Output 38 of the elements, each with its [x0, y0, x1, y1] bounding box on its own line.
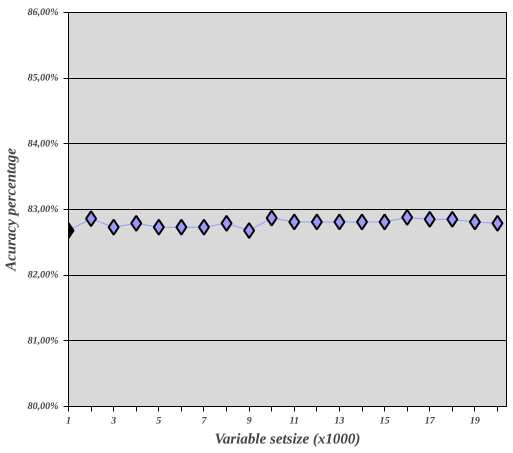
x-tick-label: 11: [290, 416, 299, 426]
point: [288, 213, 300, 230]
point: [266, 210, 278, 227]
point: [491, 214, 504, 232]
x-tick-label: 19: [470, 416, 480, 426]
point: [424, 210, 436, 228]
x-tick-label: 7: [201, 416, 208, 426]
y-tick-label: 83,00%: [28, 204, 59, 215]
point: [243, 222, 256, 240]
y-tick-label: 84,00%: [28, 138, 59, 150]
y-tick-label: 82,00%: [28, 270, 59, 281]
point: [130, 214, 142, 232]
point: [198, 218, 210, 236]
x-tick-label: 5: [156, 416, 162, 426]
point: [378, 213, 391, 230]
point: [310, 213, 323, 230]
point: [468, 213, 481, 230]
y-axis-title: Acuracy percentage: [4, 148, 20, 272]
point: [401, 208, 414, 226]
y-tick-label: 86,00%: [28, 7, 59, 18]
x-tick-label: 13: [334, 416, 344, 426]
x-tick-label: 3: [110, 416, 116, 426]
y-tick-label: 85,00%: [28, 72, 59, 84]
point: [220, 214, 233, 232]
point: [175, 218, 188, 236]
point: [152, 218, 165, 236]
x-tick-label: 1: [66, 416, 71, 426]
point: [108, 218, 120, 236]
point: [356, 213, 368, 230]
x-axis-title: Variable setsize (x1000): [214, 432, 360, 448]
point: [333, 213, 346, 230]
y-tick-label: 81,00%: [28, 335, 59, 346]
point: [446, 210, 458, 228]
point: [85, 210, 98, 228]
x-tick-label: 9: [246, 416, 252, 426]
y-tick-label: 80,00%: [28, 401, 59, 412]
x-tick-label: 17: [424, 416, 436, 426]
x-tick-label: 15: [380, 416, 390, 426]
